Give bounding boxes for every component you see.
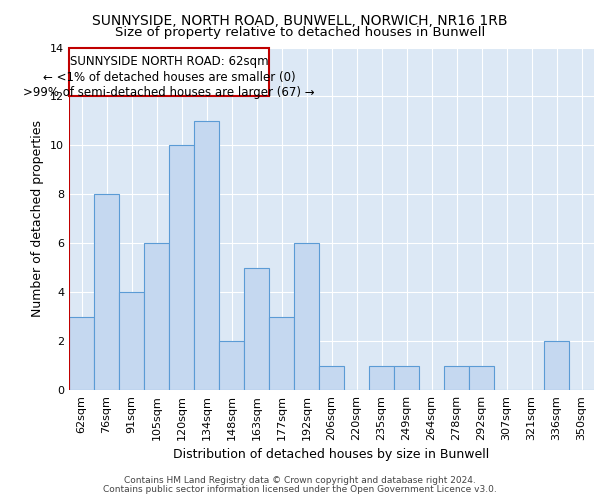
Bar bbox=[169, 146, 194, 390]
Text: SUNNYSIDE, NORTH ROAD, BUNWELL, NORWICH, NR16 1RB: SUNNYSIDE, NORTH ROAD, BUNWELL, NORWICH,… bbox=[92, 14, 508, 28]
Bar bbox=[194, 121, 219, 390]
Text: Contains HM Land Registry data © Crown copyright and database right 2024.: Contains HM Land Registry data © Crown c… bbox=[124, 476, 476, 485]
Bar bbox=[144, 243, 169, 390]
Bar bbox=[319, 366, 344, 390]
Bar bbox=[294, 243, 319, 390]
FancyBboxPatch shape bbox=[69, 48, 269, 96]
Bar bbox=[69, 316, 94, 390]
Bar bbox=[219, 341, 244, 390]
Bar bbox=[369, 366, 394, 390]
Bar bbox=[469, 366, 494, 390]
Bar bbox=[394, 366, 419, 390]
Y-axis label: Number of detached properties: Number of detached properties bbox=[31, 120, 44, 318]
Text: >99% of semi-detached houses are larger (67) →: >99% of semi-detached houses are larger … bbox=[23, 86, 315, 99]
Bar bbox=[269, 316, 294, 390]
X-axis label: Distribution of detached houses by size in Bunwell: Distribution of detached houses by size … bbox=[173, 448, 490, 462]
Bar bbox=[244, 268, 269, 390]
Text: Size of property relative to detached houses in Bunwell: Size of property relative to detached ho… bbox=[115, 26, 485, 39]
Bar bbox=[94, 194, 119, 390]
Text: Contains public sector information licensed under the Open Government Licence v3: Contains public sector information licen… bbox=[103, 485, 497, 494]
Text: SUNNYSIDE NORTH ROAD: 62sqm: SUNNYSIDE NORTH ROAD: 62sqm bbox=[70, 55, 268, 68]
Bar bbox=[119, 292, 144, 390]
Bar bbox=[544, 341, 569, 390]
Text: ← <1% of detached houses are smaller (0): ← <1% of detached houses are smaller (0) bbox=[43, 70, 295, 84]
Bar bbox=[444, 366, 469, 390]
